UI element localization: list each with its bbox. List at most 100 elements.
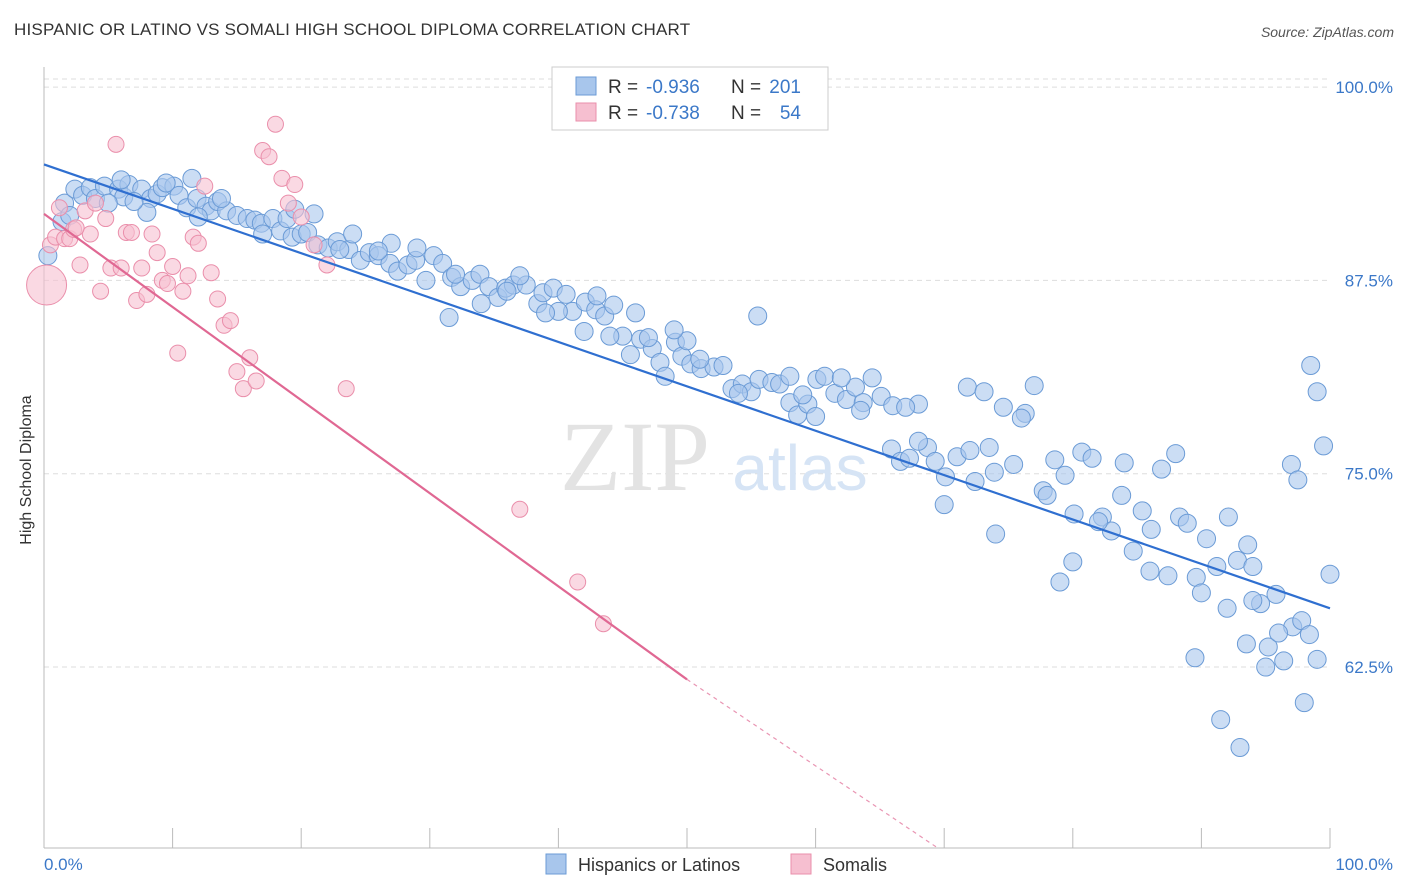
watermark: ZIP atlas: [560, 401, 868, 512]
point-somalis: [148, 244, 166, 262]
point-hispanics: [806, 407, 826, 427]
point-hispanics: [137, 202, 157, 222]
point-hispanics: [1266, 584, 1286, 604]
point-hispanics: [1140, 561, 1160, 581]
point-hispanics: [1294, 693, 1314, 713]
point-hispanics: [182, 168, 202, 188]
point-hispanics: [1258, 637, 1278, 657]
point-hispanics: [690, 349, 710, 369]
point-hispanics: [851, 400, 871, 420]
point-hispanics: [1191, 583, 1211, 603]
point-hispanics: [1063, 552, 1083, 572]
point-somalis: [86, 194, 104, 212]
point-hispanics: [1320, 564, 1340, 584]
point-hispanics: [1185, 648, 1205, 668]
legend-r-value-2: -0.738: [646, 103, 700, 124]
point-hispanics: [1114, 453, 1134, 473]
point-hispanics: [1123, 541, 1143, 561]
point-hispanics: [600, 326, 620, 346]
point-somalis: [305, 236, 323, 254]
legend-n-label-1: N =: [731, 77, 761, 98]
point-hispanics: [330, 239, 350, 259]
trend-line-somalis-extension: [686, 678, 939, 849]
point-hispanics: [713, 355, 733, 375]
point-somalis: [92, 282, 110, 300]
point-hispanics: [899, 448, 919, 468]
bottom-legend-label-somalis: Somalis: [823, 855, 887, 875]
point-hispanics: [979, 437, 999, 457]
point-somalis: [143, 225, 161, 243]
axes: [43, 67, 1331, 849]
point-somalis: [133, 259, 151, 277]
point-hispanics: [1112, 485, 1132, 505]
point-hispanics: [574, 321, 594, 341]
point-hispanics: [1045, 450, 1065, 470]
point-somalis: [337, 380, 355, 398]
legend-n-value-2: 54: [780, 103, 802, 124]
point-hispanics: [587, 286, 607, 306]
point-hispanics: [1141, 519, 1161, 539]
point-somalis: [107, 135, 125, 153]
point-somalis: [189, 234, 207, 252]
point-somalis: [202, 264, 220, 282]
point-hispanics: [439, 308, 459, 328]
point-hispanics: [1314, 436, 1334, 456]
x-tick-label-min: 0.0%: [44, 855, 83, 874]
bottom-legend-label-hispanics: Hispanics or Latinos: [578, 855, 740, 875]
point-hispanics: [536, 303, 556, 323]
point-hispanics: [974, 382, 994, 402]
trend-lines: [43, 163, 1331, 849]
trend-line-hispanics: [43, 163, 1331, 610]
point-hispanics: [111, 170, 131, 190]
point-hispanics: [925, 451, 945, 471]
source-label: Source: ZipAtlas.com: [1260, 24, 1394, 40]
point-hispanics: [984, 462, 1004, 482]
point-hispanics: [604, 295, 624, 315]
point-hispanics: [471, 294, 491, 314]
point-hispanics: [1082, 448, 1102, 468]
point-somalis: [158, 275, 176, 293]
point-somalis: [260, 148, 278, 166]
point-hispanics: [1269, 623, 1289, 643]
point-hispanics: [1050, 572, 1070, 592]
point-hispanics: [908, 431, 928, 451]
point-hispanics: [211, 188, 231, 208]
watermark-atlas: atlas: [732, 432, 867, 504]
point-hispanics: [793, 385, 813, 405]
point-hispanics: [896, 397, 916, 417]
point-somalis: [97, 210, 115, 228]
y-tick-label: 87.5%: [1345, 271, 1393, 290]
x-tick-label-max: 100.0%: [1335, 855, 1393, 874]
point-hispanics: [935, 467, 955, 487]
point-hispanics: [626, 303, 646, 323]
point-hispanics: [1243, 557, 1263, 577]
legend-r-label-2: R =: [608, 103, 638, 124]
y-tick-label: 62.5%: [1345, 658, 1393, 677]
point-hispanics: [446, 264, 466, 284]
point-hispanics: [1011, 408, 1031, 428]
point-hispanics: [1158, 566, 1178, 586]
legend-n-value-1: 201: [769, 77, 801, 98]
point-hispanics: [815, 366, 835, 386]
point-hispanics: [1037, 485, 1057, 505]
point-hispanics: [677, 331, 697, 351]
legend: R = -0.936 N = 201 R = -0.738 N = 54: [551, 66, 829, 131]
point-hispanics: [1274, 651, 1294, 671]
watermark-zip: ZIP: [560, 401, 710, 512]
point-somalis: [247, 372, 265, 390]
y-tick-label: 100.0%: [1335, 78, 1393, 97]
point-hispanics: [1307, 382, 1327, 402]
point-somalis: [179, 267, 197, 285]
point-somalis: [286, 176, 304, 194]
point-hispanics: [638, 328, 658, 348]
trend-line-somalis: [43, 213, 688, 681]
legend-r-value-1: -0.936: [646, 77, 700, 98]
point-hispanics: [831, 368, 851, 388]
point-hispanics: [416, 270, 436, 290]
point-somalis: [196, 177, 214, 195]
point-somalis: [174, 282, 192, 300]
point-hispanics: [1256, 657, 1276, 677]
point-hispanics: [1230, 737, 1250, 757]
point-hispanics: [1299, 625, 1319, 645]
